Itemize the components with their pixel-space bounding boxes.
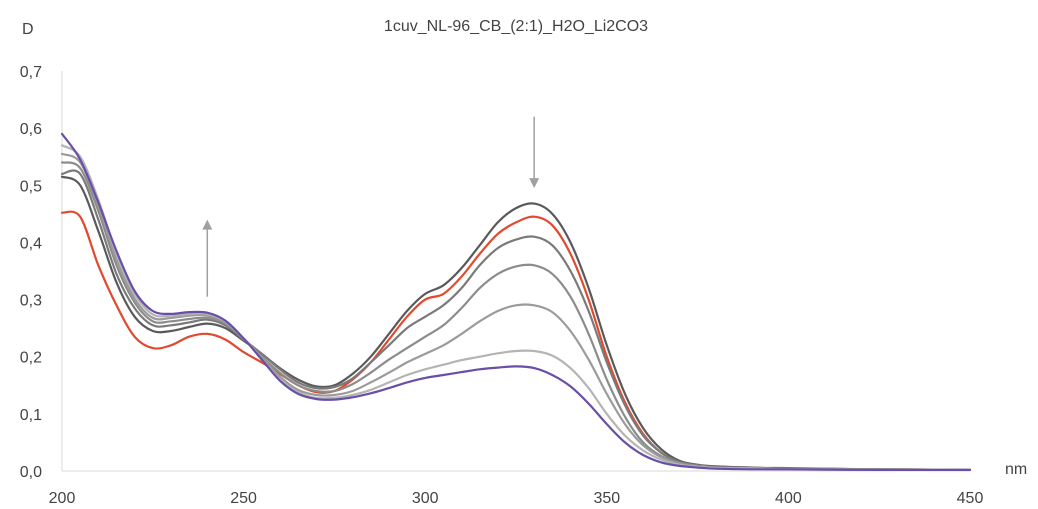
- arrow-up-annotation: [202, 219, 213, 297]
- y-tick-label: 0,7: [20, 64, 42, 81]
- y-tick-label: 0,5: [20, 178, 42, 195]
- y-tick-label: 0,2: [20, 350, 42, 367]
- x-tick-label: 450: [957, 490, 984, 507]
- y-tick-label: 0,4: [20, 235, 42, 252]
- y-tick-label: 0,1: [20, 407, 42, 424]
- x-tick-label: 300: [412, 490, 439, 507]
- series-line-6: [60, 144, 972, 472]
- y-axis-label: D: [22, 21, 34, 38]
- x-tick-label: 400: [775, 490, 802, 507]
- x-tick-label: 250: [230, 490, 257, 507]
- x-tick-label: 350: [593, 490, 620, 507]
- y-tick-label: 0,6: [20, 121, 42, 138]
- series-line-3: [60, 169, 972, 471]
- series-line-2: [60, 175, 972, 471]
- series-line-5: [60, 152, 972, 471]
- chart-title: 1cuv_NL-96_CB_(2:1)_H2O_Li2CO3: [384, 18, 648, 35]
- x-axis: 200 250 300 350 400 450: [49, 470, 984, 507]
- x-axis-label: nm: [1005, 461, 1027, 478]
- series-layer: [60, 132, 972, 472]
- y-tick-label: 0,0: [20, 464, 42, 481]
- y-axis: 0,0 0,1 0,2 0,3 0,4 0,5 0,6 0,7: [20, 64, 63, 481]
- x-tick-label: 200: [49, 490, 76, 507]
- series-line-1: [60, 210, 972, 471]
- y-tick-label: 0,3: [20, 293, 42, 310]
- series-line-7: [60, 132, 972, 472]
- arrow-down-annotation: [529, 116, 540, 189]
- annotation-layer: [202, 116, 540, 297]
